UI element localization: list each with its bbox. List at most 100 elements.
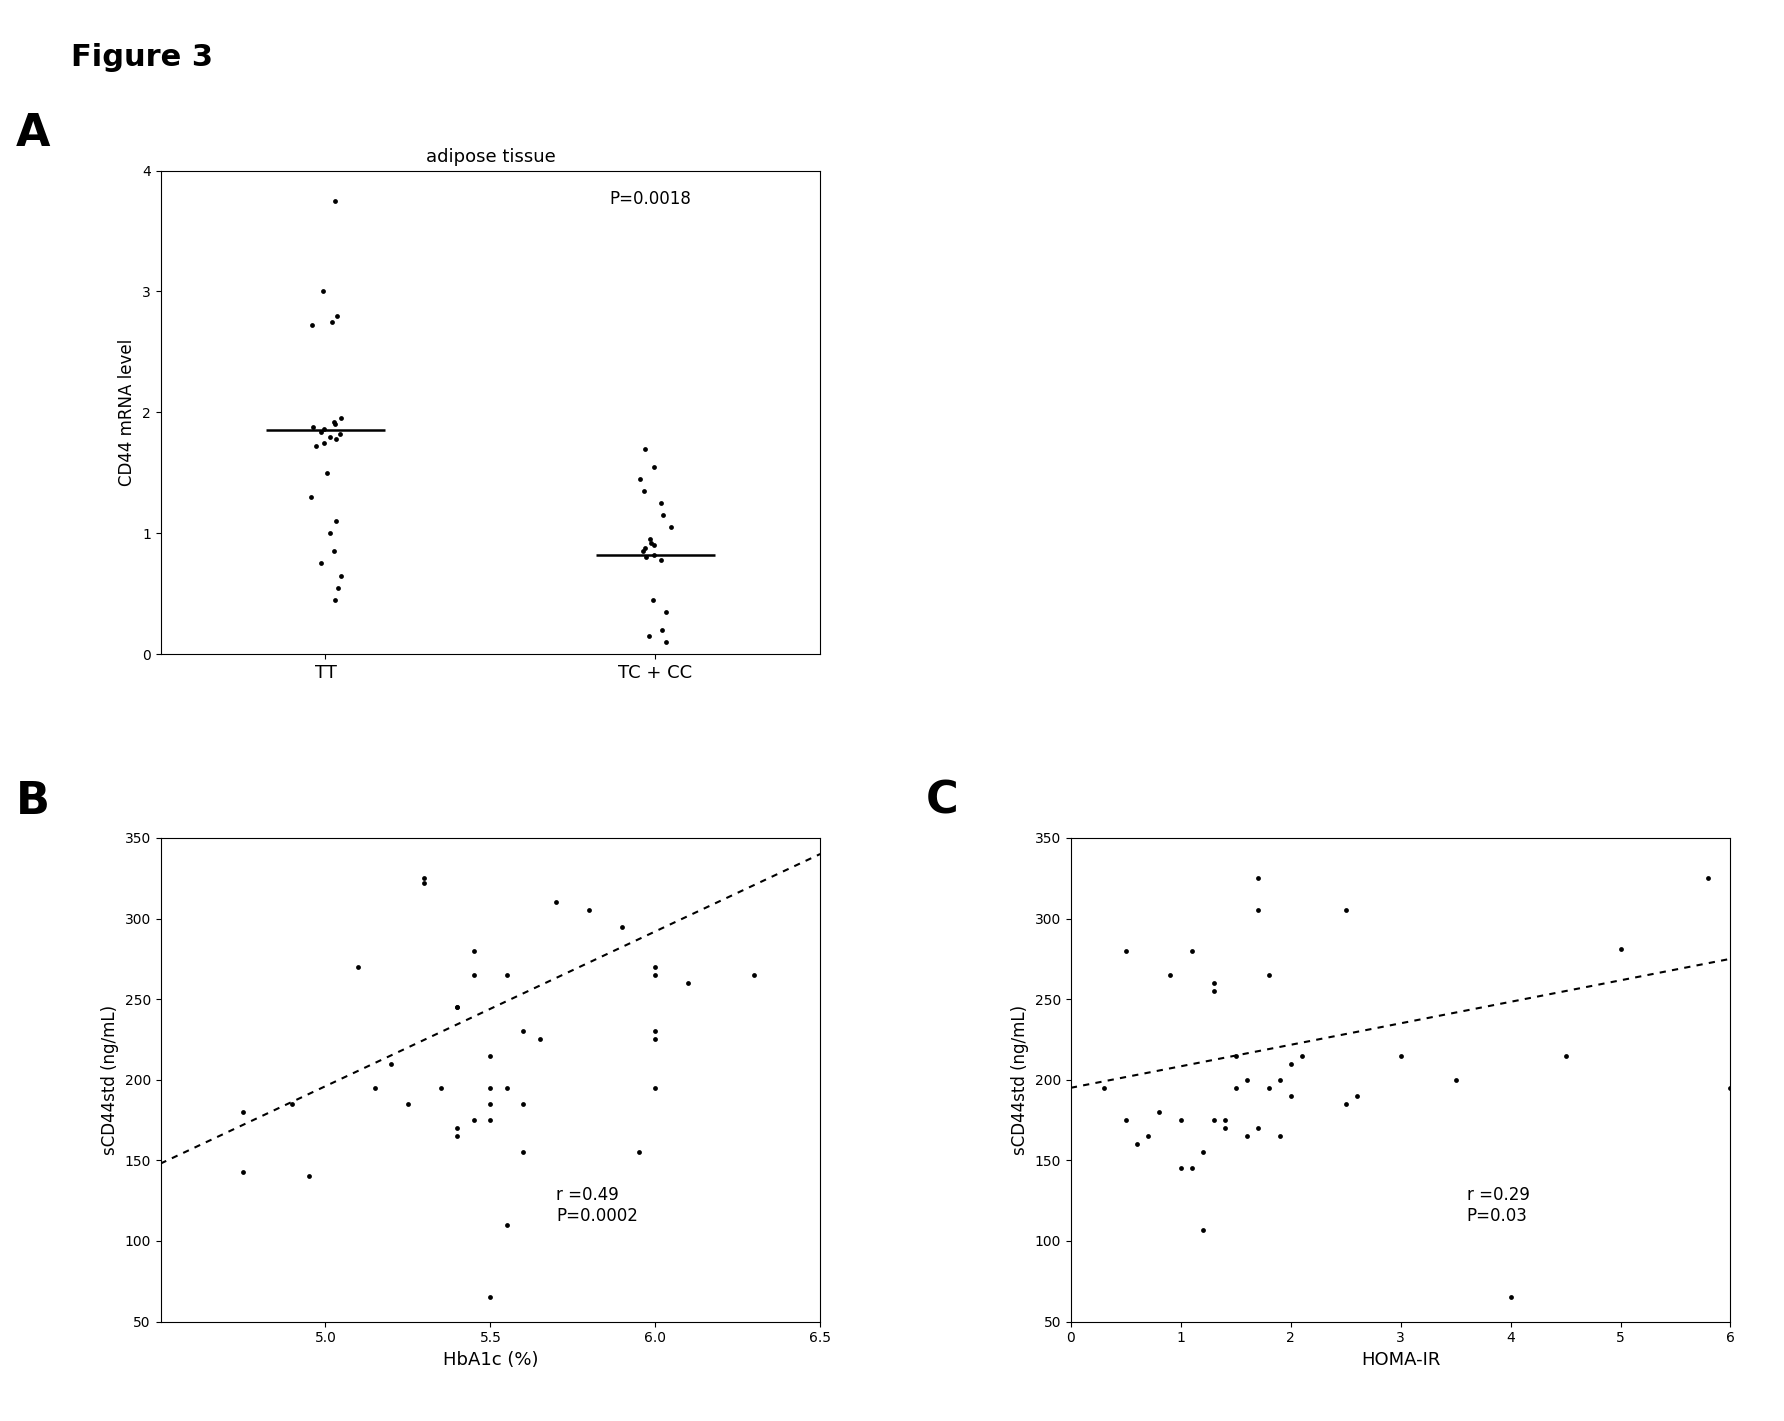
Text: B: B: [16, 780, 50, 823]
Point: [1277, 1052, 1306, 1074]
Point: [307, 421, 335, 443]
Point: [651, 601, 680, 624]
Point: [1243, 867, 1272, 890]
Point: [637, 531, 665, 554]
Point: [674, 972, 703, 995]
Point: [646, 549, 674, 571]
Point: [657, 516, 685, 539]
Point: [1199, 972, 1227, 995]
Point: [1331, 1093, 1359, 1115]
Point: [321, 588, 350, 611]
Point: [1222, 1077, 1251, 1100]
Point: [492, 1214, 521, 1236]
Point: [1199, 979, 1227, 1002]
Point: [648, 618, 676, 641]
Point: [740, 963, 769, 986]
Point: [319, 540, 348, 563]
Point: [508, 1020, 537, 1043]
Point: [326, 564, 355, 587]
Point: [1156, 963, 1185, 986]
Point: [1211, 1108, 1240, 1131]
Point: [640, 1027, 669, 1050]
Point: [649, 503, 678, 526]
Point: [309, 431, 337, 453]
Point: [312, 462, 341, 485]
Point: [228, 1101, 257, 1124]
Point: [526, 1027, 555, 1050]
Point: [1211, 1117, 1240, 1140]
Point: [316, 522, 344, 544]
Point: [492, 963, 521, 986]
Point: [310, 418, 339, 441]
Point: [307, 553, 335, 576]
Point: [1233, 1069, 1261, 1091]
Point: [321, 414, 350, 436]
X-axis label: HbA1c (%): HbA1c (%): [442, 1351, 539, 1368]
Point: [1222, 1044, 1251, 1067]
Point: [1090, 1077, 1119, 1100]
Point: [635, 625, 664, 648]
Point: [344, 955, 373, 978]
Point: [319, 411, 348, 433]
Y-axis label: sCD44std (ng/mL): sCD44std (ng/mL): [102, 1005, 120, 1155]
Point: [476, 1077, 505, 1100]
Text: r =0.49
P=0.0002: r =0.49 P=0.0002: [557, 1187, 639, 1225]
Point: [460, 963, 489, 986]
Text: C: C: [926, 780, 958, 823]
Point: [1122, 1133, 1151, 1155]
Point: [321, 510, 350, 533]
Point: [426, 1077, 455, 1100]
Point: [1111, 939, 1140, 962]
Point: [1243, 899, 1272, 922]
Point: [326, 406, 355, 429]
Point: [460, 939, 489, 962]
Point: [1177, 939, 1206, 962]
Point: [640, 963, 669, 986]
Point: [1254, 963, 1283, 986]
Point: [574, 899, 603, 922]
Point: [1497, 1286, 1525, 1309]
Point: [460, 1108, 489, 1131]
Point: [632, 438, 660, 460]
Point: [508, 1093, 537, 1115]
Point: [321, 428, 350, 450]
Point: [1265, 1069, 1293, 1091]
Point: [640, 544, 669, 567]
Point: [360, 1077, 389, 1100]
Point: [476, 1108, 505, 1131]
Point: [608, 915, 637, 938]
Point: [632, 536, 660, 558]
Point: [639, 588, 667, 611]
Point: [309, 280, 337, 303]
Point: [394, 1093, 423, 1115]
Point: [624, 1141, 653, 1164]
X-axis label: HOMA-IR: HOMA-IR: [1361, 1351, 1440, 1368]
Point: [640, 534, 669, 557]
Point: [1331, 899, 1359, 922]
Point: [628, 540, 657, 563]
Point: [410, 871, 439, 894]
Y-axis label: sCD44std (ng/mL): sCD44std (ng/mL): [1012, 1005, 1029, 1155]
Point: [1133, 1125, 1161, 1148]
Point: [296, 486, 325, 509]
Point: [442, 996, 471, 1019]
Point: [1342, 1084, 1370, 1107]
Point: [442, 1117, 471, 1140]
Point: [298, 314, 326, 337]
Point: [1167, 1108, 1195, 1131]
Point: [325, 422, 353, 445]
Point: [323, 304, 351, 327]
Point: [1695, 867, 1723, 890]
Point: [442, 1125, 471, 1148]
Point: [651, 631, 680, 654]
Point: [640, 1077, 669, 1100]
Point: [1177, 1157, 1206, 1179]
Point: [640, 455, 669, 477]
Point: [1606, 938, 1634, 961]
Point: [301, 435, 330, 458]
Point: [376, 1052, 405, 1074]
Point: [1233, 1125, 1261, 1148]
Point: [1716, 1077, 1745, 1100]
Point: [635, 529, 664, 551]
Point: [508, 1141, 537, 1164]
